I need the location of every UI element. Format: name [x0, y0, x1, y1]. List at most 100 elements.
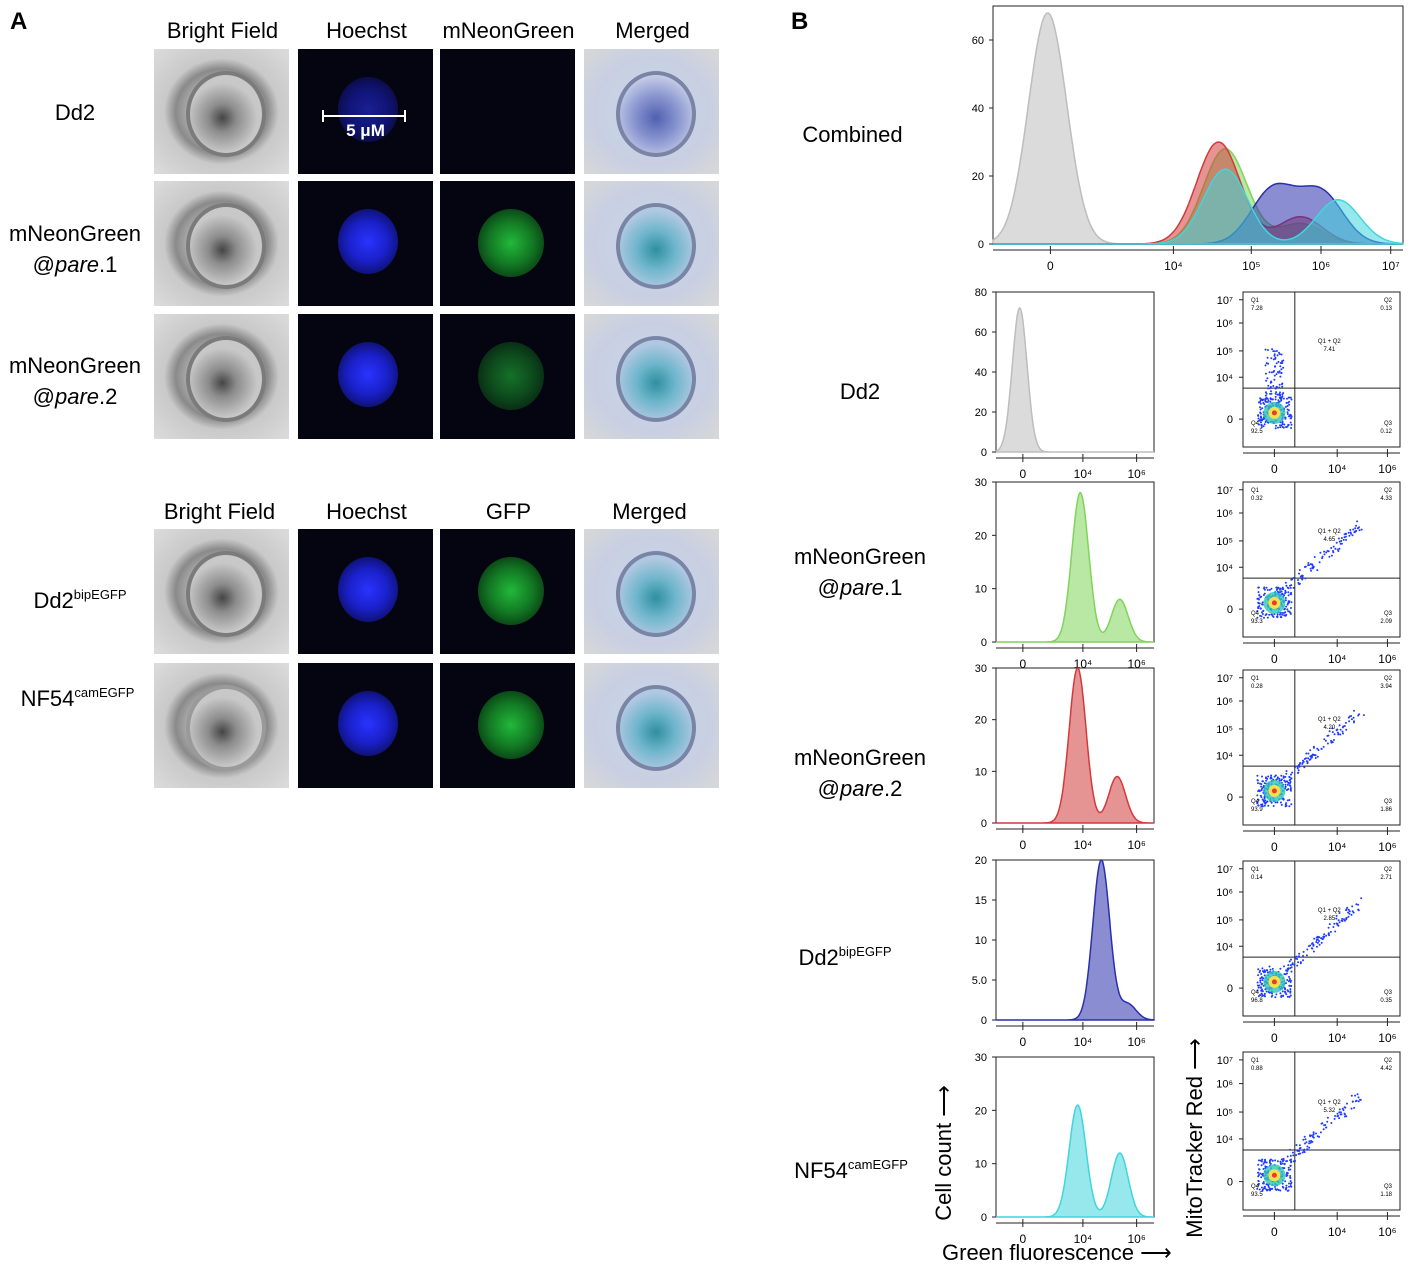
quadrant-q1q2-value: 4.20: [1324, 725, 1336, 731]
scatter-point: [1286, 413, 1289, 415]
scatter-point: [1337, 550, 1340, 552]
micrograph-bright-field: [154, 529, 289, 654]
scatter-point: [1268, 613, 1271, 616]
quadrant-q2-name: Q2: [1384, 488, 1393, 494]
scatter-point: [1325, 934, 1328, 937]
scatter-point: [1266, 377, 1269, 380]
scatter-point: [1279, 365, 1282, 368]
scatter-point: [1356, 527, 1359, 530]
y-tick-label: 20: [975, 1105, 987, 1117]
scatter-point: [1289, 979, 1291, 982]
scatter-point: [1350, 718, 1353, 721]
y-tick-label: 60: [975, 327, 987, 339]
scatter-point: [1263, 592, 1266, 595]
scatter-frame: [1242, 291, 1401, 448]
scatter-point: [1285, 804, 1288, 807]
flow-label-pare1: mNeonGreen @pare.1: [793, 544, 927, 600]
histogram-series-cam: [996, 1104, 1154, 1218]
scatter-point: [1288, 415, 1291, 417]
scatter-point: [1276, 1188, 1279, 1191]
micrograph-merged: [584, 663, 719, 788]
scatter-point: [1264, 397, 1267, 400]
scatter-point: [1339, 733, 1342, 736]
scatter-y-tick-label: 10⁵: [1216, 536, 1233, 548]
quadrant-q3-value: 1.18: [1380, 1192, 1392, 1198]
micrograph-merged: [584, 314, 719, 439]
scatter-point: [1358, 713, 1361, 716]
scatter-point: [1326, 1120, 1329, 1123]
scatter-point: [1259, 782, 1261, 785]
quadrant-q1-name: Q1: [1251, 298, 1260, 304]
scatter-point: [1289, 1176, 1292, 1179]
scatter-point: [1342, 732, 1344, 735]
scatter-point: [1286, 995, 1289, 998]
scatter-point: [1311, 567, 1314, 570]
scatter-point: [1270, 587, 1273, 590]
scatter-point: [1288, 601, 1290, 604]
scatter-point: [1279, 967, 1282, 970]
scatter-point: [1340, 540, 1343, 542]
scatter-point: [1285, 802, 1288, 805]
scatter-point: [1322, 1128, 1325, 1131]
scatter-point: [1310, 569, 1312, 572]
flow-label-pare2: mNeonGreen @pare.2: [793, 745, 927, 801]
scatter-point: [1308, 1146, 1311, 1149]
micrograph-bright-field: [154, 314, 289, 439]
scatter-point: [1331, 727, 1334, 730]
scatter-point: [1332, 551, 1335, 554]
scatter-point: [1306, 1145, 1309, 1148]
scatter-x-tick-label: 0: [1271, 462, 1278, 476]
scatter-point: [1259, 977, 1262, 980]
header-bright-field-2: Bright Field: [163, 499, 276, 524]
scatter-point: [1288, 977, 1291, 980]
scatter-point: [1274, 1188, 1277, 1191]
scatter-point: [1261, 990, 1264, 993]
scatter-point: [1344, 535, 1347, 538]
scatter-y-tick-label: 0: [1227, 414, 1233, 426]
scatter-point: [1276, 801, 1279, 804]
scatter-point: [1328, 730, 1331, 733]
scatter-point: [1261, 399, 1264, 402]
scatter-point: [1312, 1135, 1314, 1138]
scatter-point: [1345, 916, 1348, 919]
scatter-point: [1261, 775, 1263, 778]
scatter-point: [1335, 917, 1338, 920]
scatter-point: [1258, 602, 1261, 605]
row-label-pare1: mNeonGreen @pare.1: [8, 221, 142, 277]
scatter-point: [1288, 805, 1291, 808]
scatter-point: [1309, 567, 1312, 570]
scatter-point: [1282, 426, 1285, 429]
scatter-point: [1334, 1115, 1337, 1117]
scatter-point: [1288, 1182, 1290, 1185]
scatter-point: [1286, 425, 1289, 428]
scatter-point: [1304, 565, 1307, 568]
scatter-point: [1286, 408, 1289, 411]
scatter-point: [1295, 1144, 1298, 1146]
scatter-point: [1288, 984, 1291, 987]
scatter-point: [1342, 538, 1345, 541]
scatter-point: [1260, 426, 1263, 429]
scatter-point: [1265, 779, 1268, 782]
scatter-point: [1294, 957, 1297, 960]
scatter-point: [1277, 360, 1280, 363]
scatter-point: [1347, 911, 1350, 914]
scatter-point: [1274, 387, 1277, 390]
scatter-point: [1267, 399, 1270, 402]
scatter-point: [1271, 398, 1274, 401]
histogram-series-cam: [993, 168, 1404, 245]
scatter-point: [1279, 375, 1282, 378]
scatter-point: [1290, 591, 1293, 594]
scatter-point: [1259, 419, 1262, 422]
scatter-point: [1257, 1163, 1260, 1166]
scatter-point: [1337, 919, 1340, 922]
scatter-point: [1275, 386, 1278, 388]
scatter-point: [1290, 1181, 1293, 1184]
y-tick-label: 60: [972, 35, 984, 47]
scatter-y-tick-label: 10⁶: [1216, 318, 1233, 330]
scatter-point: [1340, 537, 1343, 539]
quadrant-q3-value: 1.86: [1380, 807, 1392, 813]
scatter-point: [1339, 1111, 1342, 1114]
scatter-point: [1258, 1174, 1260, 1176]
scatter-x-tick-label: 10⁴: [1328, 1225, 1347, 1239]
scatter-point: [1332, 926, 1335, 928]
